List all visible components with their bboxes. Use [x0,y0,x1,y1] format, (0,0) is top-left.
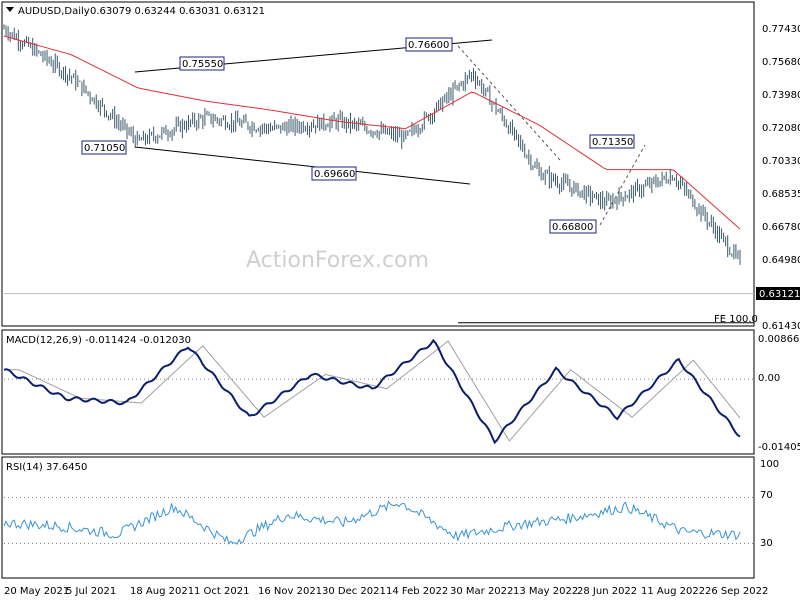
x-tick: 30 Mar 2022 [450,586,513,597]
price-tick: 0.66780 [762,222,800,233]
annotation-label: 0.66800 [552,222,593,233]
rsi-tick: 70 [760,490,773,501]
annotation-label: 0.75550 [182,59,223,70]
macd-panel-frame [1,329,755,455]
fe-label: FE 100.0 [714,314,758,325]
x-tick: 1 Oct 2021 [194,586,249,597]
annotation-box [549,219,597,234]
ohlc-readout: 0.63079 0.63244 0.63031 0.63121 [90,6,265,17]
price-layer [3,24,754,324]
x-tick: 11 Aug 2022 [641,586,705,597]
dropdown-triangle-icon[interactable] [6,7,14,12]
x-tick: 30 Dec 2021 [322,586,386,597]
annotation-box [179,56,225,71]
rsi-panel-frame [1,456,755,579]
x-tick: 16 Nov 2021 [258,586,322,597]
annotation-box [81,140,127,155]
current-price-label: 0.63121 [759,289,800,300]
rsi-line [3,500,741,545]
level-annotations: 0.75550 0.76600 0.71050 0.69660 0.71350 … [81,37,758,325]
macd-tick: 0.008662 [758,334,800,345]
annotation-label: 0.71350 [592,137,633,148]
annotation-label: 0.69660 [314,169,355,180]
projection-line [457,45,561,161]
x-tick: 20 May 2021 [4,586,69,597]
moving-average-line [3,35,741,230]
x-tick: 28 Jun 2022 [577,586,637,597]
annotation-label: 0.76600 [408,40,449,51]
price-tick: 0.61430 [762,321,800,332]
price-tick: 0.72080 [762,123,800,134]
x-tick: 5 Jul 2021 [66,586,116,597]
annotation-box [311,166,357,181]
x-tick: 13 May 2022 [513,586,578,597]
macd-line [3,338,741,445]
rsi-tick: 30 [760,538,773,549]
price-tick: 0.64980 [762,255,800,266]
price-tick: 0.73980 [762,90,800,101]
price-axis: 0.77430 0.75680 0.73980 0.72080 0.70330 … [756,24,800,332]
annotation-box [405,37,453,52]
rsi-title: RSI(14) 37.6450 [6,462,87,473]
price-tick: 0.77430 [762,24,800,35]
x-tick: 18 Aug 2021 [130,586,194,597]
rsi-layer [3,497,754,545]
x-tick: 26 Sep 2022 [705,586,768,597]
lower-trendline [134,146,471,185]
price-tick: 0.68535 [762,189,800,200]
current-price-badge [756,287,800,300]
x-axis: 20 May 2021 5 Jul 2021 18 Aug 2021 1 Oct… [4,586,768,597]
annotation-box [589,134,635,149]
symbol-label: AUDUSD,Daily [18,6,90,17]
macd-tick: 0.00 [758,373,780,384]
price-tick: 0.70330 [762,156,800,167]
macd-layer [3,338,754,445]
projection-line [599,144,646,226]
macd-title: MACD(12,26,9) -0.011424 -0.012030 [6,335,191,346]
price-tick: 0.75680 [762,57,800,68]
macd-tick: -0.014055 [758,442,800,453]
macd-signal-line [4,340,741,442]
annotation-label: 0.71050 [84,143,125,154]
watermark: ActionForex.com [246,248,429,273]
x-tick: 14 Feb 2022 [386,586,448,597]
rsi-tick: 100 [760,459,779,470]
price-panel-frame [1,1,755,327]
